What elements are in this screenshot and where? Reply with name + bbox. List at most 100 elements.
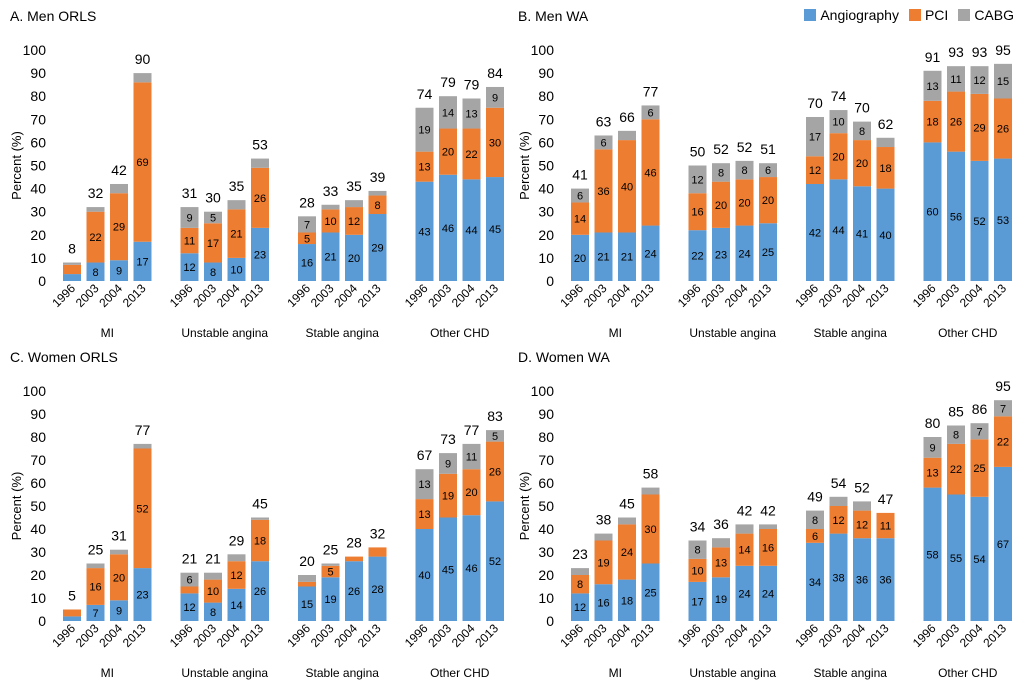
legend-label-pci: PCI [924, 7, 949, 23]
panel-2-mi-2013-year-label: 2013 [120, 621, 149, 650]
panel-2-unstable-angina-1996-angiography-label: 12 [183, 602, 195, 614]
panel-0-unstable-angina-2003-cabg-label: 5 [210, 212, 216, 224]
panel-1-unstable-angina-1996-pci-segment [688, 193, 707, 231]
panel-1-unstable-angina-1996-pci-label: 16 [691, 207, 703, 219]
panel-0-stable-angina-2004-cabg-segment [345, 200, 363, 208]
panel-1-mi-1996-cabg-label: 6 [577, 191, 583, 203]
panel-3-unstable-angina-2004-angiography-label: 24 [738, 588, 750, 600]
panel-1-mi-2004-cabg-segment [618, 130, 636, 141]
panel-2-ytick-60: 60 [30, 475, 46, 491]
panel-1-mi-2004-pci-segment [618, 140, 636, 233]
panel-2-unstable-angina-2013-year-label: 2013 [237, 621, 266, 650]
panel-0-other-chd-2003-angiography-label: 46 [442, 223, 454, 235]
panel-2-ytick-80: 80 [30, 429, 46, 445]
panel-2-unstable-angina-2004-angiography-segment [227, 588, 246, 621]
panel-2-other-chd-1996-angiography-label: 40 [418, 570, 430, 582]
panel-0-mi-2003-cabg-segment [86, 207, 105, 212]
panel-3-other-chd-2013-pci-label: 22 [997, 437, 1009, 449]
panel-0-title: A. Men ORLS [10, 8, 96, 24]
panel-0-other-chd-2013-pci-segment [486, 107, 504, 178]
panel-0-ytick-40: 40 [30, 181, 46, 197]
panel-3-stable-angina-2004-total-label: 52 [854, 479, 870, 495]
panel-0-unstable-angina-2003-angiography-segment [204, 262, 222, 281]
panel-3-mi-2013-angiography-label: 25 [644, 587, 656, 599]
panel-3-mi-2004-year-label: 2004 [604, 621, 633, 650]
panel-2-unstable-angina-2004-year-label: 2004 [214, 621, 243, 650]
panel-1-unstable-angina-1996-cabg-segment [688, 165, 707, 194]
panel-0-unstable-angina-2004-angiography-label: 10 [230, 264, 242, 276]
panel-3-other-chd-1996-cabg-segment [923, 437, 942, 458]
panel-1-stable-angina-2003-cabg-label: 10 [832, 117, 844, 129]
panel-3-other-chd-2003-cabg-segment [947, 425, 965, 444]
panel-3-unstable-angina-2013-year-label: 2013 [745, 621, 774, 650]
panel-3-stable-angina-2013-pci-label: 11 [880, 521, 891, 533]
panel-2-other-chd-1996-angiography-segment [415, 529, 434, 621]
panel-3-stable-angina-1996-pci-segment [806, 529, 824, 543]
panel-1-other-chd-2004-cabg-segment [970, 66, 989, 94]
panel-2-mi-2004-total-label: 31 [111, 528, 127, 544]
panel-3-unstable-angina-2003-year-label: 2003 [698, 621, 727, 650]
legend-label-cabg: CABG [974, 7, 1014, 23]
panel-0-other-chd-1996-pci-segment [415, 151, 434, 182]
panel-3-other-chd-1996-pci-label: 13 [926, 468, 938, 480]
panel-2-other-chd-2004-total-label: 77 [464, 422, 480, 438]
panel-0-group-label-unstable-angina: Unstable angina [181, 326, 268, 340]
panel-2-unstable-angina-2003-cabg-segment [204, 572, 222, 580]
panel-2-other-chd-2003-angiography-segment [439, 517, 457, 621]
panel-1-unstable-angina-2004-angiography-segment [735, 225, 754, 281]
panel-0-unstable-angina-2003-angiography-label: 8 [210, 267, 216, 279]
panel-1-unstable-angina-2004-pci-label: 20 [738, 197, 750, 209]
panel-0-other-chd-2003-year-label: 2003 [425, 281, 454, 310]
panel-3-unstable-angina-2013-pci-label: 16 [762, 542, 774, 554]
panel-0-group-label-stable-angina: Stable angina [306, 326, 380, 340]
panel-3-mi-2004-total-label: 45 [619, 496, 635, 512]
panel-2-other-chd-2004-angiography-segment [462, 515, 481, 621]
panel-1-stable-angina-1996-cabg-segment [806, 116, 824, 157]
panel-0-mi-1996-pci-segment [63, 264, 81, 275]
panel-0-other-chd-1996-pci-label: 13 [418, 162, 430, 174]
panel-1-mi-1996-angiography-segment [571, 234, 589, 281]
panel-1-stable-angina-1996-cabg-label: 17 [809, 132, 821, 144]
panel-3-unstable-angina-2004-total-label: 42 [737, 502, 753, 518]
panel-3-other-chd-2013-year-label: 2013 [980, 621, 1009, 650]
panel-2-mi-2003-cabg-segment [86, 563, 105, 569]
panel-1-stable-angina-2004-total-label: 70 [854, 100, 870, 116]
panel-0-unstable-angina-1996-pci-segment [180, 227, 199, 254]
panel-3-mi-2004-pci-segment [618, 524, 636, 580]
panel-0-other-chd-1996-angiography-segment [415, 181, 434, 281]
panel-2-stable-angina-1996-year-label: 1996 [284, 621, 313, 650]
panel-1-other-chd-2013-cabg-label: 15 [997, 76, 1009, 88]
panel-1-stable-angina-1996-total-label: 70 [807, 95, 823, 111]
panel-1-other-chd-2004-total-label: 93 [972, 44, 988, 60]
panel-3-other-chd-2004-pci-segment [970, 439, 989, 497]
panel-1-other-chd-1996-angiography-label: 60 [926, 207, 938, 219]
panel-0-other-chd-2004-angiography-segment [462, 179, 481, 281]
panel-2-stable-angina-2004-angiography-segment [345, 561, 363, 621]
panel-3-mi-2003-total-label: 38 [596, 512, 612, 528]
panel-3-ytick-10: 10 [538, 590, 554, 606]
panel-3-unstable-angina-2013-pci-segment [759, 529, 777, 566]
panel-3-stable-angina-2004-angiography-label: 36 [856, 575, 868, 587]
panel-0-unstable-angina-2003-cabg-segment [204, 211, 222, 224]
panel-1-unstable-angina-2004-year-label: 2004 [722, 281, 751, 310]
panel-1-mi-2013-year-label: 2013 [628, 281, 657, 310]
panel-1-stable-angina-2004-angiography-segment [853, 186, 871, 281]
legend-swatch-cabg [958, 9, 971, 21]
panel-1-mi-2013-cabg-segment [641, 105, 660, 120]
panel-1-stable-angina-2004-cabg-label: 8 [859, 126, 865, 138]
panel-3-other-chd-1996-pci-segment [923, 457, 942, 488]
panel-1-ytick-60: 60 [538, 134, 554, 150]
panel-3-unstable-angina-2004-pci-segment [735, 533, 754, 566]
panel-1-unstable-angina-2003-year-label: 2003 [698, 281, 727, 310]
panel-2-other-chd-2004-angiography-label: 46 [465, 563, 477, 575]
panel-1-other-chd-2004-angiography-segment [970, 160, 989, 281]
panel-0-unstable-angina-2004-pci-segment [227, 209, 246, 258]
panel-0-other-chd-2003-total-label: 79 [440, 74, 456, 90]
panel-3-mi-1996-angiography-segment [571, 593, 589, 621]
panel-1-stable-angina-2004-cabg-segment [853, 121, 871, 141]
panel-0-other-chd-2004-cabg-label: 13 [465, 109, 477, 121]
panel-1-stable-angina-2004-angiography-label: 41 [856, 229, 868, 241]
panel-3-other-chd-2004-year-label: 2004 [957, 621, 986, 650]
panel-0-unstable-angina-2003-pci-segment [204, 223, 222, 263]
